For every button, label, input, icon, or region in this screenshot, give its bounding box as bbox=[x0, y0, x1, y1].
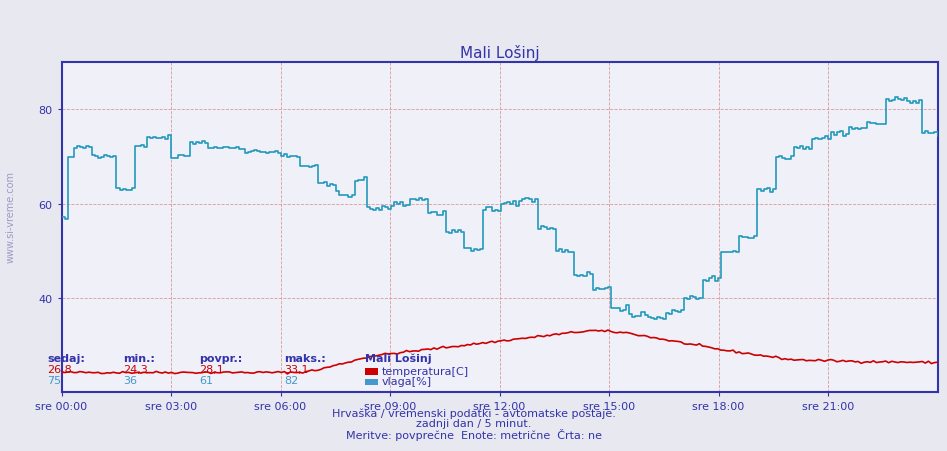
Text: 33,1: 33,1 bbox=[284, 364, 309, 374]
Text: 24,3: 24,3 bbox=[123, 364, 148, 374]
Title: Mali Lošinj: Mali Lošinj bbox=[459, 45, 540, 60]
Text: 26,8: 26,8 bbox=[47, 364, 72, 374]
Text: 36: 36 bbox=[123, 375, 137, 385]
Text: sedaj:: sedaj: bbox=[47, 353, 85, 363]
Text: 61: 61 bbox=[199, 375, 213, 385]
Text: Mali Lošinj: Mali Lošinj bbox=[365, 352, 431, 363]
Text: 28,1: 28,1 bbox=[199, 364, 223, 374]
Text: temperatura[C]: temperatura[C] bbox=[382, 366, 469, 376]
Text: min.:: min.: bbox=[123, 353, 155, 363]
Text: maks.:: maks.: bbox=[284, 353, 326, 363]
Text: vlaga[%]: vlaga[%] bbox=[382, 376, 432, 386]
Text: Hrvaška / vremenski podatki - avtomatske postaje.: Hrvaška / vremenski podatki - avtomatske… bbox=[331, 408, 616, 418]
Text: zadnji dan / 5 minut.: zadnji dan / 5 minut. bbox=[416, 419, 531, 428]
Text: 82: 82 bbox=[284, 375, 298, 385]
Text: povpr.:: povpr.: bbox=[199, 353, 242, 363]
Text: www.si-vreme.com: www.si-vreme.com bbox=[6, 170, 15, 262]
Text: 75: 75 bbox=[47, 375, 62, 385]
Text: Meritve: povprečne  Enote: metrične  Črta: ne: Meritve: povprečne Enote: metrične Črta:… bbox=[346, 428, 601, 441]
